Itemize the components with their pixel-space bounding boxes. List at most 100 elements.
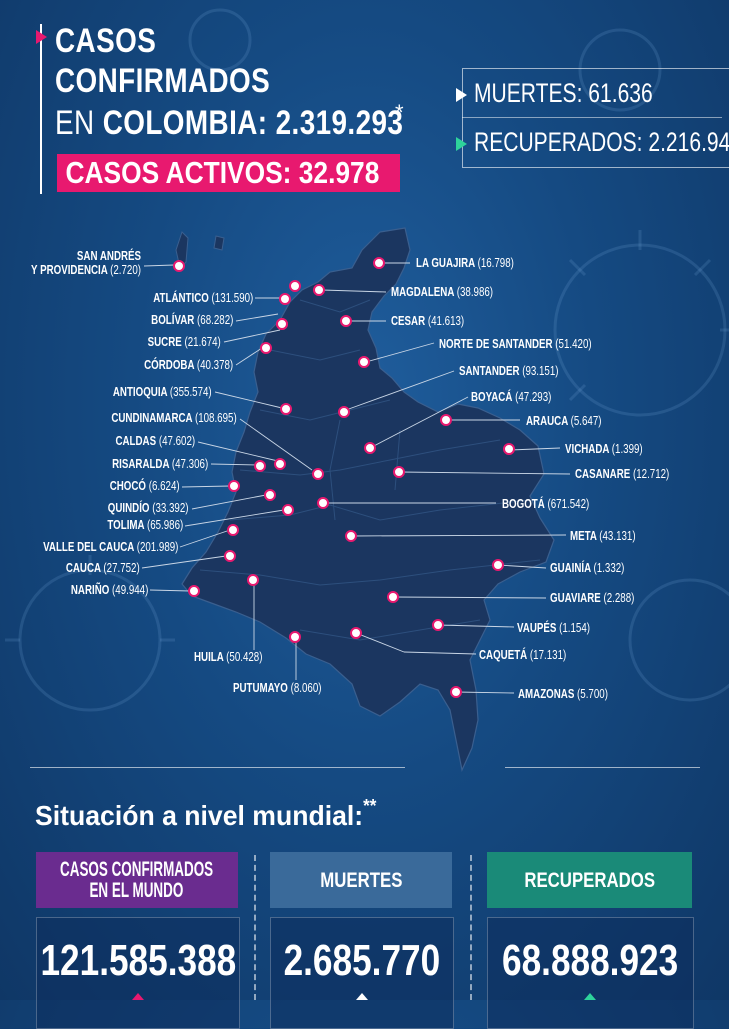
dot-cundinamarca: [312, 468, 324, 480]
world-cases-label-line2: EN EL MUNDO: [90, 879, 184, 902]
label-vaupes-value: (1.154): [559, 621, 590, 635]
label-magdalena: MAGDALENA (38.986): [391, 285, 493, 299]
label-atlantico: ATLÁNTICO (131.590): [153, 291, 253, 305]
label-cesar-value: (41.613): [427, 314, 465, 328]
label-caqueta-name: CAQUETÁ: [479, 648, 528, 662]
label-san-andres-value: (2.720): [110, 263, 141, 277]
label-cauca-name: CAUCA: [66, 561, 101, 575]
pink-arrow-icon: [36, 30, 47, 44]
label-sucre-name: SUCRE: [147, 335, 182, 349]
dot-arauca: [440, 414, 452, 426]
label-bogota: BOGOTÁ (671.542): [502, 497, 589, 511]
dot-casanare: [393, 466, 405, 478]
dot-la-guajira: [373, 257, 385, 269]
label-magdalena-value: (38.986): [456, 285, 494, 299]
label-guainia-value: (1.332): [593, 561, 625, 575]
label-choco-value: (6.624): [149, 479, 180, 493]
label-huila-value: (50.428): [226, 650, 263, 664]
label-la-guajira-value: (16.798): [477, 256, 514, 270]
label-la-guajira-name: LA GUAJIRA: [416, 256, 475, 270]
label-antioquia-value: (355.574): [170, 385, 212, 399]
label-boyaca-name: BOYACÁ: [471, 390, 513, 404]
title-asterisk: *: [395, 100, 404, 125]
dot-cauca: [224, 550, 236, 562]
green-triangle-icon: [584, 993, 596, 1000]
label-huila-name: HUILA: [194, 650, 224, 664]
label-casanare-name: CASANARE: [575, 467, 631, 481]
world-cases-card: CASOS CONFIRMADOS EN EL MUNDO: [36, 852, 238, 908]
label-cundinamarca: CUNDINAMARCA (108.695): [112, 411, 237, 425]
title-prefix: EN: [55, 104, 103, 142]
label-caldas: CALDAS (47.602): [115, 434, 195, 448]
title-country-total: COLOMBIA: 2.319.293: [102, 104, 404, 142]
label-putumayo-name: PUTUMAYO: [233, 681, 288, 695]
label-cauca-value: (27.752): [103, 561, 140, 575]
dot-cordoba: [260, 342, 272, 354]
label-magdalena-name: MAGDALENA: [391, 285, 455, 299]
stats-box: [462, 68, 729, 168]
label-vaupes: VAUPÉS (1.154): [517, 621, 590, 635]
dot-guainia: [492, 559, 504, 571]
label-meta-value: (43.131): [599, 529, 636, 543]
world-deaths-header: MUERTES: [270, 852, 452, 908]
label-antioquia-name: ANTIOQUIA: [113, 385, 168, 399]
label-cesar: CESAR (41.613): [391, 314, 464, 328]
dot-caqueta: [350, 627, 362, 639]
label-narino-value: (49.944): [111, 583, 148, 597]
label-cordoba: CÓRDOBA (40.378): [144, 358, 233, 372]
label-putumayo-value: (8.060): [290, 681, 322, 695]
world-title: Situación a nivel mundial:**: [35, 796, 376, 832]
white-arrow-icon: [456, 88, 467, 102]
label-quindio: QUINDÍO (33.392): [108, 501, 189, 515]
dot-caldas: [274, 458, 286, 470]
world-recovered-header: RECUPERADOS: [487, 852, 692, 908]
world-deaths-label: MUERTES: [319, 868, 403, 892]
dot-choco: [228, 480, 240, 492]
label-arauca: ARAUCA (5.647): [526, 414, 602, 428]
label-santander-name: SANTANDER: [459, 364, 520, 378]
label-la-guajira: LA GUAJIRA (16.798): [416, 256, 514, 270]
label-meta: META (43.131): [570, 529, 636, 543]
label-risaralda: RISARALDA (47.306): [112, 457, 208, 471]
label-boyaca-value: (47.293): [515, 390, 552, 404]
world-title-mark: **: [363, 796, 377, 816]
dot-meta: [345, 530, 357, 542]
label-boyaca: BOYACÁ (47.293): [471, 390, 551, 404]
label-huila: HUILA (50.428): [194, 650, 262, 664]
label-bolivar: BOLÍVAR (68.282): [151, 313, 233, 327]
label-caqueta-value: (17.131): [529, 648, 567, 662]
world-cases-value: 121.585.388: [40, 936, 236, 985]
label-cundinamarca-value: (108.695): [195, 411, 237, 425]
active-cases-badge: CASOS ACTIVOS: 32.978: [57, 154, 400, 192]
dot-atlantico-2: [289, 280, 301, 292]
label-tolima: TOLIMA (65.986): [107, 518, 183, 532]
providencia-island: [213, 235, 225, 251]
world-cases-label-line1: CASOS CONFIRMADOS: [60, 858, 214, 881]
title-line-2: CONFIRMADOS: [55, 62, 271, 100]
dot-huila: [247, 574, 259, 586]
label-vichada-name: VICHADA: [565, 442, 610, 456]
world-cases-label: CASOS CONFIRMADOS EN EL MUNDO: [41, 859, 232, 901]
header-accent-line: [40, 24, 42, 194]
dot-norte-santander: [358, 356, 370, 368]
dot-antioquia: [280, 403, 292, 415]
dot-bogota: [317, 497, 329, 509]
title-line-3: EN COLOMBIA: 2.319.293: [55, 104, 403, 142]
dot-risaralda: [254, 460, 266, 472]
dot-boyaca: [364, 442, 376, 454]
label-sucre: SUCRE (21.674): [148, 335, 221, 349]
world-deaths-card: MUERTES: [270, 852, 452, 908]
world-recovered-value-box: 68.888.923: [487, 917, 694, 1029]
label-guainia-name: GUAINÍA: [550, 561, 591, 575]
dot-narino: [188, 585, 200, 597]
label-narino: NARIÑO (49.944): [70, 583, 148, 597]
label-tolima-value: (65.986): [146, 518, 183, 532]
label-cundinamarca-name: CUNDINAMARCA: [111, 411, 193, 425]
pink-triangle-icon: [132, 993, 144, 1000]
label-san-andres-name: SAN ANDRÉS: [76, 249, 141, 263]
label-sucre-value: (21.674): [184, 335, 221, 349]
label-atlantico-value: (131.590): [211, 291, 253, 305]
world-recovered-label: RECUPERADOS: [524, 868, 655, 892]
label-vaupes-name: VAUPÉS: [517, 621, 557, 635]
world-recovered-card: RECUPERADOS: [487, 852, 692, 908]
